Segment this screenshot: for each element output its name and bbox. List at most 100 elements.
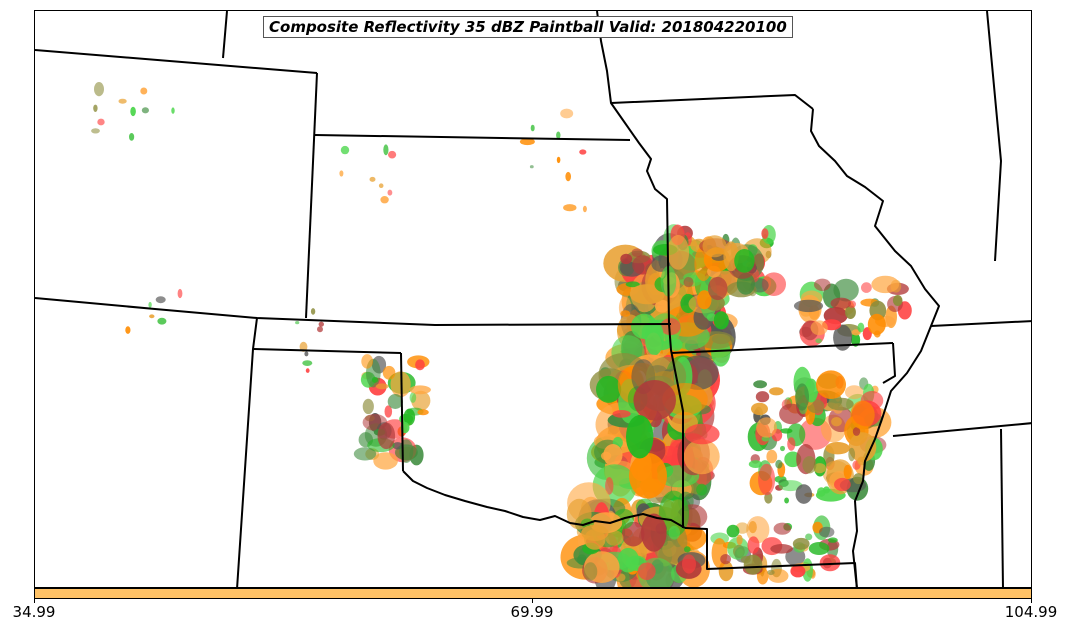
state-border <box>930 320 1031 327</box>
reflectivity-blob <box>857 322 865 333</box>
reflectivity-blob <box>853 473 864 485</box>
reflectivity-blob <box>850 400 875 430</box>
reflectivity-blob <box>340 145 350 155</box>
reflectivity-blob <box>857 456 866 466</box>
state-border <box>400 352 404 472</box>
state-border <box>236 317 258 587</box>
reflectivity-blob <box>784 497 789 504</box>
reflectivity-blob <box>369 176 376 182</box>
reflectivity-blob <box>94 82 104 97</box>
reflectivity-blob <box>825 442 850 455</box>
reflectivity-blob <box>387 189 393 196</box>
reflectivity-blob <box>362 398 374 415</box>
reflectivity-blob <box>668 525 680 540</box>
reflectivity-blob <box>790 565 806 578</box>
reflectivity-blob <box>734 249 755 273</box>
reflectivity-blob <box>361 354 374 369</box>
state-border <box>35 297 672 326</box>
reflectivity-blob <box>626 415 654 459</box>
reflectivity-blob <box>711 333 731 345</box>
state-border <box>882 342 896 384</box>
reflectivity-blob <box>780 445 785 452</box>
reflectivity-blob <box>748 460 763 468</box>
reflectivity-blob <box>382 365 396 380</box>
reflectivity-blob <box>747 536 760 554</box>
reflectivity-blob <box>833 278 859 302</box>
reflectivity-blob <box>371 376 379 383</box>
reflectivity-blob <box>819 554 841 572</box>
reflectivity-blob <box>696 483 708 496</box>
reflectivity-blob <box>707 276 728 301</box>
reflectivity-blob <box>815 338 822 344</box>
reflectivity-blob <box>819 526 835 538</box>
reflectivity-blob <box>560 108 574 119</box>
reflectivity-blob <box>892 295 903 306</box>
reflectivity-blob <box>601 451 612 461</box>
reflectivity-blob <box>861 282 872 293</box>
reflectivity-blob <box>380 196 389 204</box>
reflectivity-blob <box>769 387 784 396</box>
reflectivity-blob <box>373 452 398 470</box>
reflectivity-blob <box>565 171 571 182</box>
reflectivity-blob <box>605 477 614 495</box>
reflectivity-blob <box>726 524 740 538</box>
state-border <box>305 72 318 319</box>
reflectivity-blob <box>295 321 300 325</box>
reflectivity-blob <box>736 534 743 545</box>
reflectivity-blob <box>383 144 389 156</box>
reflectivity-blob <box>761 272 787 297</box>
reflectivity-blob <box>843 464 852 480</box>
reflectivity-blob <box>417 409 429 416</box>
state-border <box>610 94 814 110</box>
reflectivity-blob <box>669 338 683 351</box>
reflectivity-blob <box>130 106 136 117</box>
reflectivity-blob <box>125 326 131 334</box>
reflectivity-blob <box>556 156 561 164</box>
reflectivity-blob <box>140 87 148 95</box>
reflectivity-blob <box>727 537 749 560</box>
state-border <box>986 11 1002 262</box>
reflectivity-blob <box>91 128 100 134</box>
reflectivity-blob <box>830 297 852 309</box>
reflectivity-blob <box>353 447 377 461</box>
reflectivity-blob <box>766 449 778 464</box>
reflectivity-blob <box>683 277 694 288</box>
reflectivity-blob <box>583 562 598 581</box>
reflectivity-blob <box>775 459 783 469</box>
reflectivity-blob <box>375 383 389 390</box>
reflectivity-blob <box>779 403 804 425</box>
reflectivity-blob <box>756 417 777 438</box>
reflectivity-blob <box>848 432 877 463</box>
reflectivity-blob <box>802 456 817 474</box>
reflectivity-blob <box>415 359 425 371</box>
reflectivity-blob <box>177 288 183 299</box>
reflectivity-blob <box>637 562 656 581</box>
reflectivity-blob <box>684 423 720 445</box>
colorbar-tick-label-min: 34.99 <box>12 603 56 621</box>
state-border <box>252 348 402 354</box>
map-panel <box>34 10 1032 588</box>
reflectivity-blob <box>629 453 667 499</box>
reflectivity-blob <box>388 150 397 159</box>
state-borders <box>35 11 1031 587</box>
reflectivity-blob <box>746 516 770 544</box>
reflectivity-blob <box>129 133 135 141</box>
reflectivity-blob <box>629 284 665 305</box>
reflectivity-blob <box>644 320 664 356</box>
colorbar-tick <box>34 599 35 603</box>
state-border <box>1000 428 1004 587</box>
reflectivity-blob <box>805 533 813 541</box>
reflectivity-blob <box>787 437 796 451</box>
reflectivity-blob <box>339 170 344 177</box>
reflectivity-blob <box>97 118 105 126</box>
reflectivity-blob <box>814 278 831 291</box>
map-title: Composite Reflectivity 35 dBZ Paintball … <box>263 16 793 38</box>
reflectivity-blob <box>409 392 417 403</box>
reflectivity-blob <box>399 439 414 463</box>
reflectivity-blob <box>579 149 587 155</box>
colorbar <box>34 588 1032 599</box>
reflectivity-blob <box>620 253 633 265</box>
reflectivity-blob <box>556 131 561 140</box>
reflectivity-blob <box>792 537 810 550</box>
colorbar-tick-label-max: 104.99 <box>1004 603 1058 621</box>
